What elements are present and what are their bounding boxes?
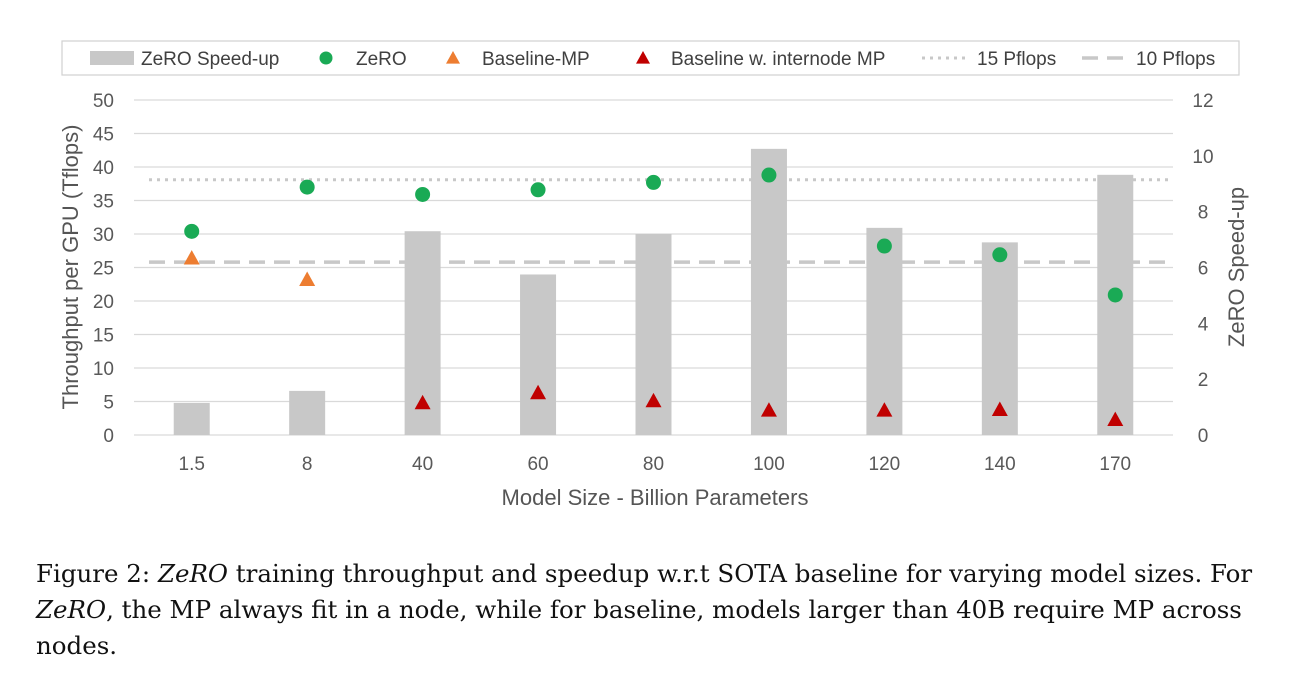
baseline-internode-point [760,402,777,417]
x-tick-label: 120 [869,454,901,475]
legend-swatch-triangle [636,51,650,64]
zero-point [646,174,661,190]
y2-tick-label: 0 [1198,426,1209,447]
zero-point [299,179,315,195]
baseline-mp-point [299,271,316,286]
x-tick-label: 60 [527,454,548,475]
baseline-internode-point [530,384,547,400]
y2-tick-label: 2 [1198,370,1209,391]
zero-point [1107,287,1123,303]
legend-swatch-bar [90,51,134,65]
y2-tick-label: 12 [1192,91,1213,112]
speedup-bar [173,402,210,435]
y-axis-title: Throughput per GPU (Tflops) [58,125,83,410]
caption-prefix: Figure 2: [36,559,158,588]
caption-text-2: , the MP always fit in a node, while for… [36,595,1242,660]
speedup-bar [750,148,787,435]
y2-tick-label: 4 [1198,314,1209,335]
y-tick-label: 5 [103,393,114,414]
x-tick-label: 80 [643,454,664,475]
legend-swatch-triangle [446,51,460,64]
legend-label: 15 Pflops [977,49,1056,70]
y2-tick-label: 8 [1198,203,1209,224]
zero-point [876,238,892,254]
y2-tick-label: 10 [1192,147,1213,168]
baseline-internode-point [645,392,662,408]
zero-point [992,247,1008,263]
y-tick-label: 20 [93,292,114,313]
legend: ZeRO Speed-up ZeRO Baseline-MP Baseline w. … [61,40,1240,76]
left-axis-ticks: 0 5 10 15 20 25 30 35 40 45 50 [93,91,114,447]
y2-axis-title: ZeRO Speed-up [1224,187,1249,347]
y2-tick-label: 6 [1198,259,1209,280]
legend-label: Baseline w. internode MP [671,49,885,70]
y-tick-label: 15 [93,326,114,347]
zero-point [761,167,777,183]
y-tick-label: 10 [93,359,114,380]
y-tick-label: 0 [103,426,114,447]
x-tick-label: 170 [1099,454,1131,475]
x-tick-label: 40 [412,454,433,475]
legend-label: 10 Pflops [1136,49,1215,70]
speedup-bar [289,390,326,435]
baseline-mp-point [183,250,200,265]
reference-lines [149,178,1173,264]
caption-em-1: ZeRO [157,559,228,588]
x-tick-label: 1.5 [179,454,205,475]
speedup-bars [173,148,1134,436]
legend-label: ZeRO Speed-up [141,49,279,70]
caption-em-2: ZeRO [36,595,107,624]
zero-point [184,223,200,239]
legend-swatch-circle [319,51,333,65]
baseline-internode-point [414,394,431,410]
legend-label: ZeRO [356,49,407,70]
x-axis-title: Model Size - Billion Parameters [502,485,809,510]
baseline-internode-point [991,401,1008,416]
speedup-bar [1097,174,1134,436]
baseline-internode-point [876,402,893,417]
x-tick-label: 8 [302,454,313,475]
figure-caption: Figure 2: ZeRO training throughput and s… [36,556,1276,664]
y-tick-label: 30 [93,225,114,246]
markers [183,167,1124,426]
chart: ZeRO Speed-up ZeRO Baseline-MP Baseline w. … [58,40,1249,510]
legend-label: Baseline-MP [482,49,590,70]
caption-text-1: training throughput and speedup w.r.t SO… [228,559,1253,588]
x-axis-ticks: 1.5 8 40 60 80 100 120 140 170 [179,454,1132,475]
x-tick-label: 100 [753,454,785,475]
speedup-bar [520,274,557,435]
zero-point [530,182,546,198]
baseline-internode-point [1107,411,1124,426]
y-tick-label: 50 [93,91,114,112]
y-tick-label: 25 [93,259,114,280]
y-tick-label: 35 [93,192,114,213]
x-tick-label: 140 [984,454,1016,475]
zero-point [415,186,431,202]
y-tick-label: 45 [93,125,114,146]
legend-box [61,40,1240,76]
y-tick-label: 40 [93,158,114,179]
right-axis-ticks: 0 2 4 6 8 10 12 [1192,91,1213,447]
